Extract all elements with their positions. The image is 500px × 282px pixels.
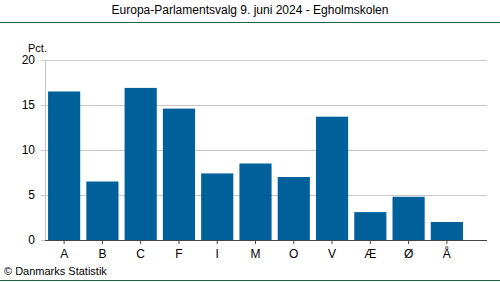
x-tick: I xyxy=(216,240,219,261)
x-tick: Æ xyxy=(364,240,376,261)
grid-line xyxy=(45,150,487,151)
bar xyxy=(431,222,463,240)
x-tick-mark xyxy=(408,240,409,244)
y-tick-mark xyxy=(41,60,45,61)
x-tick: Å xyxy=(443,240,451,261)
title-rule xyxy=(0,22,500,23)
y-tick: 20 xyxy=(22,53,45,67)
y-tick: 15 xyxy=(22,98,45,112)
chart: Europa-Parlamentsvalg 9. juni 2024 - Egh… xyxy=(0,0,500,282)
x-tick: A xyxy=(60,240,68,261)
x-axis: ABCFIMOVÆØÅ xyxy=(45,240,487,261)
source-note: © Danmarks Statistik xyxy=(4,265,107,277)
x-tick-mark xyxy=(370,240,371,244)
y-tick: 5 xyxy=(28,188,45,202)
x-tick-mark xyxy=(140,240,141,244)
title: Europa-Parlamentsvalg 9. juni 2024 - Egh… xyxy=(112,3,389,17)
x-tick-label: B xyxy=(98,247,106,261)
bar xyxy=(354,212,386,240)
x-tick-label: I xyxy=(216,247,219,261)
y-tick-label: 0 xyxy=(28,233,35,247)
bar xyxy=(48,92,80,241)
x-tick: F xyxy=(175,240,182,261)
x-tick: C xyxy=(136,240,145,261)
x-tick-mark xyxy=(102,240,103,244)
y-axis: 0 5 10 15 20 xyxy=(22,53,46,247)
x-tick-mark xyxy=(64,240,65,244)
y-tick: 10 xyxy=(22,143,45,157)
y-tick-label: 5 xyxy=(28,188,35,202)
y-tick-label: 15 xyxy=(22,98,36,112)
y-tick: 0 xyxy=(28,233,45,247)
x-tick-label: C xyxy=(136,247,145,261)
x-tick-mark xyxy=(446,240,447,244)
grid-line xyxy=(45,105,487,106)
y-tick-mark xyxy=(41,240,45,241)
y-tick-mark xyxy=(41,150,45,151)
x-tick-mark xyxy=(332,240,333,244)
y-axis-label: Pct. xyxy=(28,42,47,54)
bottom-rule xyxy=(0,280,500,281)
x-tick-label: Ø xyxy=(404,247,413,261)
x-tick-mark xyxy=(178,240,179,244)
bar xyxy=(201,173,233,240)
x-tick: M xyxy=(251,240,261,261)
x-tick: B xyxy=(98,240,106,261)
bars xyxy=(48,88,463,240)
y-tick-mark xyxy=(41,195,45,196)
x-tick: O xyxy=(289,240,298,261)
x-tick-label: Å xyxy=(443,246,451,261)
x-tick: Ø xyxy=(404,240,413,261)
y-tick-label: 20 xyxy=(22,53,36,67)
x-tick: V xyxy=(328,240,336,261)
bar xyxy=(125,88,157,240)
x-tick-label: O xyxy=(289,247,298,261)
x-tick-label: Æ xyxy=(364,247,376,261)
bar xyxy=(316,117,348,240)
bar xyxy=(393,197,425,240)
grid-line xyxy=(45,60,487,61)
x-tick-mark xyxy=(217,240,218,244)
x-tick-label: A xyxy=(60,247,68,261)
x-tick-mark xyxy=(293,240,294,244)
x-tick-label: V xyxy=(328,247,336,261)
x-tick-mark xyxy=(255,240,256,244)
grid xyxy=(45,61,487,241)
bar xyxy=(163,109,195,240)
x-tick-label: M xyxy=(251,247,261,261)
bar xyxy=(86,182,118,241)
grid-line xyxy=(45,240,487,241)
y-tick-mark xyxy=(41,105,45,106)
x-axis-line xyxy=(45,240,487,241)
y-tick-label: 10 xyxy=(22,143,36,157)
y-axis-line xyxy=(41,61,46,241)
bar xyxy=(278,177,310,240)
x-tick-label: F xyxy=(175,247,182,261)
bar xyxy=(239,164,271,241)
